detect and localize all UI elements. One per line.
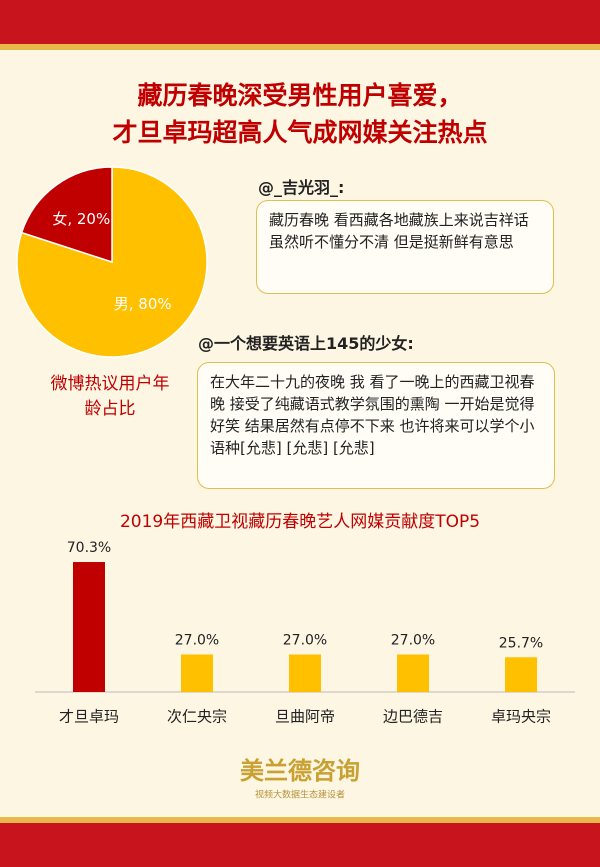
top-trim bbox=[0, 44, 600, 50]
x-tick-label: 次仁央宗 bbox=[167, 708, 227, 726]
bar bbox=[181, 654, 213, 692]
top-band bbox=[0, 0, 600, 44]
comment-user: @_吉光羽_: bbox=[258, 178, 345, 197]
title-line: 才旦卓玛超高人气成网媒关注热点 bbox=[112, 118, 488, 147]
brand: 美兰德咨询 bbox=[240, 757, 360, 785]
bar bbox=[505, 657, 537, 692]
value-label: 27.0% bbox=[175, 633, 219, 649]
x-tick-label: 旦曲阿帝 bbox=[275, 708, 335, 726]
x-tick-label: 边巴德吉 bbox=[383, 708, 443, 726]
bottom-trim bbox=[0, 817, 600, 823]
comment-user: @一个想要英语上145的少女: bbox=[198, 334, 414, 353]
comment-text: 藏历春晚 看西藏各地藏族上来说吉祥话 虽然听不懂分不清 但是挺新鲜有意思 bbox=[256, 200, 554, 294]
title-line: 藏历春晚深受男性用户喜爱， bbox=[137, 81, 463, 110]
comment-text: 在大年二十九的夜晚 我 看了一晚上的西藏卫视春晚 接受了纯藏语式教学氛围的熏陶 … bbox=[197, 362, 555, 489]
slice-label: 女, 20% bbox=[52, 210, 110, 228]
value-label: 27.0% bbox=[283, 633, 327, 649]
x-tick-label: 才旦卓玛 bbox=[59, 708, 119, 726]
bar-title: 2019年西藏卫视藏历春晚艺人网媒贡献度TOP5 bbox=[120, 512, 480, 532]
bar bbox=[289, 654, 321, 692]
bar bbox=[397, 654, 429, 692]
value-label: 25.7% bbox=[499, 635, 543, 651]
bar bbox=[73, 562, 105, 692]
tagline: 视频大数据生态建设者 bbox=[255, 789, 345, 801]
pie-slice bbox=[20, 166, 113, 264]
bottom-band bbox=[0, 823, 600, 867]
value-label: 70.3% bbox=[67, 540, 111, 556]
pie-title: 微博热议用户年龄占比 bbox=[50, 374, 170, 419]
x-tick-label: 卓玛央宗 bbox=[491, 708, 551, 726]
slice-label: 男, 80% bbox=[114, 295, 172, 313]
value-label: 27.0% bbox=[391, 633, 435, 649]
